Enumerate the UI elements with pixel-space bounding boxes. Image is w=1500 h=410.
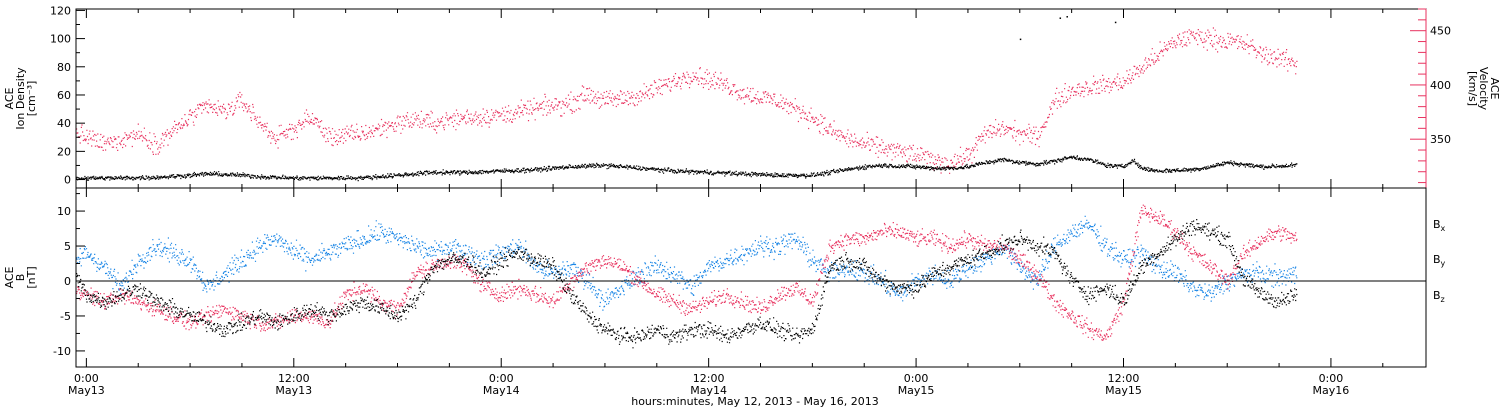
b-tick-label: 0: [64, 275, 71, 288]
ion-density-series: [76, 155, 1298, 182]
x-tick-date: May16: [1313, 384, 1350, 397]
x-axis-title: hours:minutes, May 12, 2013 - May 16, 20…: [631, 395, 879, 408]
velocity-axis-label-line: [km/s]: [1466, 71, 1479, 106]
density-tick-label: 60: [57, 89, 71, 102]
density-tick-label: 40: [57, 117, 71, 130]
density-tick-label: 0: [64, 174, 71, 187]
velocity-tick-label: 400: [1430, 79, 1451, 92]
density-tick-label: 120: [50, 4, 71, 17]
velocity-tick-label: 350: [1430, 133, 1451, 146]
density-axis-label-line: ACE: [3, 87, 16, 109]
x-tick-time: 12:00: [693, 372, 725, 385]
bottom-panel-frame: [75, 187, 1427, 368]
ion-density-point: [1114, 21, 1117, 24]
x-axis: 0:00May1312:00May130:00May1412:00May140:…: [68, 9, 1384, 397]
x-tick-time: 0:00: [74, 372, 99, 385]
legend-Bx: Bx: [1433, 218, 1446, 233]
velocity-axis: 350 400 450: [1410, 8, 1451, 188]
b-tick-label: -5: [60, 310, 71, 323]
x-tick-time: 0:00: [904, 372, 929, 385]
b-tick-label: 10: [57, 205, 71, 218]
b-axis-label-line: B: [14, 274, 27, 282]
legend-By: By: [1433, 253, 1446, 268]
velocity-axis-label-line: Velocity: [1477, 67, 1490, 111]
x-tick-time: 12:00: [1108, 372, 1140, 385]
x-tick-time: 0:00: [489, 372, 514, 385]
velocity-series: [76, 27, 1298, 174]
top-panel-frame: [75, 8, 1427, 189]
x-tick-time: 12:00: [278, 372, 310, 385]
b-axis-label-line: ACE: [3, 266, 16, 288]
ion-density-point: [1066, 16, 1068, 18]
x-tick-date: May15: [1105, 384, 1142, 397]
velocity-tick-label: 450: [1430, 25, 1451, 38]
bx-series: [76, 219, 1298, 349]
ion-density-point: [1019, 38, 1022, 41]
density-axis-label-line: [cm⁻³]: [25, 81, 38, 117]
b-tick-label: -10: [53, 345, 71, 358]
x-tick-date: May14: [483, 384, 520, 397]
x-tick-date: May13: [68, 384, 105, 397]
x-tick-date: May14: [690, 384, 727, 397]
density-tick-label: 100: [50, 33, 71, 46]
x-tick-time: 0:00: [1319, 372, 1344, 385]
bz-series: [76, 204, 1298, 341]
density-tick-label: 20: [57, 145, 71, 158]
x-tick-date: May13: [275, 384, 312, 397]
by-series: [76, 215, 1298, 311]
b-axis-label-line: [nT]: [25, 266, 38, 288]
velocity-axis-label-line: ACE: [1488, 78, 1500, 100]
ion-density-point: [1059, 17, 1062, 19]
legend-Bz: Bz: [1433, 289, 1445, 304]
b-tick-label: 5: [64, 240, 71, 253]
density-tick-label: 80: [57, 61, 71, 74]
x-tick-date: May15: [898, 384, 935, 397]
density-axis-label-line: Ion Density: [14, 67, 27, 130]
